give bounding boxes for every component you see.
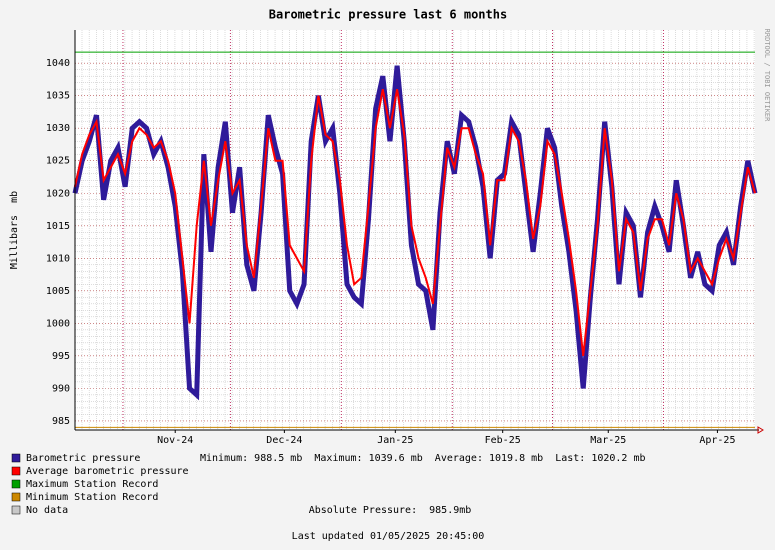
x-tick-label: Feb-25 xyxy=(485,435,521,446)
absolute-pressure: Absolute Pressure: 985.9mb xyxy=(309,505,472,516)
legend-swatch xyxy=(11,492,21,502)
x-tick-label: Apr-25 xyxy=(699,435,735,446)
x-tick-label: Nov-24 xyxy=(157,435,193,446)
y-tick-label: 1025 xyxy=(46,156,70,167)
legend-label: No data xyxy=(26,505,68,516)
stats: Minimum: 988.5 mb Maximum: 1039.6 mb Ave… xyxy=(200,453,646,464)
y-tick-label: 1030 xyxy=(46,123,70,134)
x-tick-label: Jan-25 xyxy=(377,435,413,446)
y-tick-label: 1035 xyxy=(46,91,70,102)
y-tick-label: 995 xyxy=(52,351,70,362)
x-axis-arrow xyxy=(757,426,764,434)
legend-swatch xyxy=(11,466,21,476)
y-tick-label: 1020 xyxy=(46,188,70,199)
last-updated: Last updated 01/05/2025 20:45:00 xyxy=(292,531,485,542)
legend-swatch xyxy=(11,479,21,489)
legend-swatch xyxy=(11,505,21,515)
x-tick-label: Mar-25 xyxy=(590,435,626,446)
y-tick-label: 985 xyxy=(52,416,70,427)
side-text: RRDTOOL / TOBI OETIKER xyxy=(763,29,771,123)
legend-label: Minimum Station Record xyxy=(26,492,158,503)
y-tick-label: 1010 xyxy=(46,253,70,264)
y-axis-label: Millibars mb xyxy=(9,191,20,269)
y-tick-label: 1040 xyxy=(46,58,70,69)
y-tick-label: 1005 xyxy=(46,286,70,297)
legend-label: Average barometric pressure xyxy=(26,466,189,477)
y-tick-label: 1000 xyxy=(46,318,70,329)
chart-title: Barometric pressure last 6 months xyxy=(269,8,507,22)
legend-label: Barometric pressure xyxy=(26,453,140,464)
series-line xyxy=(74,89,756,356)
y-tick-label: 990 xyxy=(52,383,70,394)
x-tick-label: Dec-24 xyxy=(266,435,302,446)
y-tick-label: 1015 xyxy=(46,221,70,232)
legend-swatch xyxy=(11,453,21,463)
legend-label: Maximum Station Record xyxy=(26,479,158,490)
